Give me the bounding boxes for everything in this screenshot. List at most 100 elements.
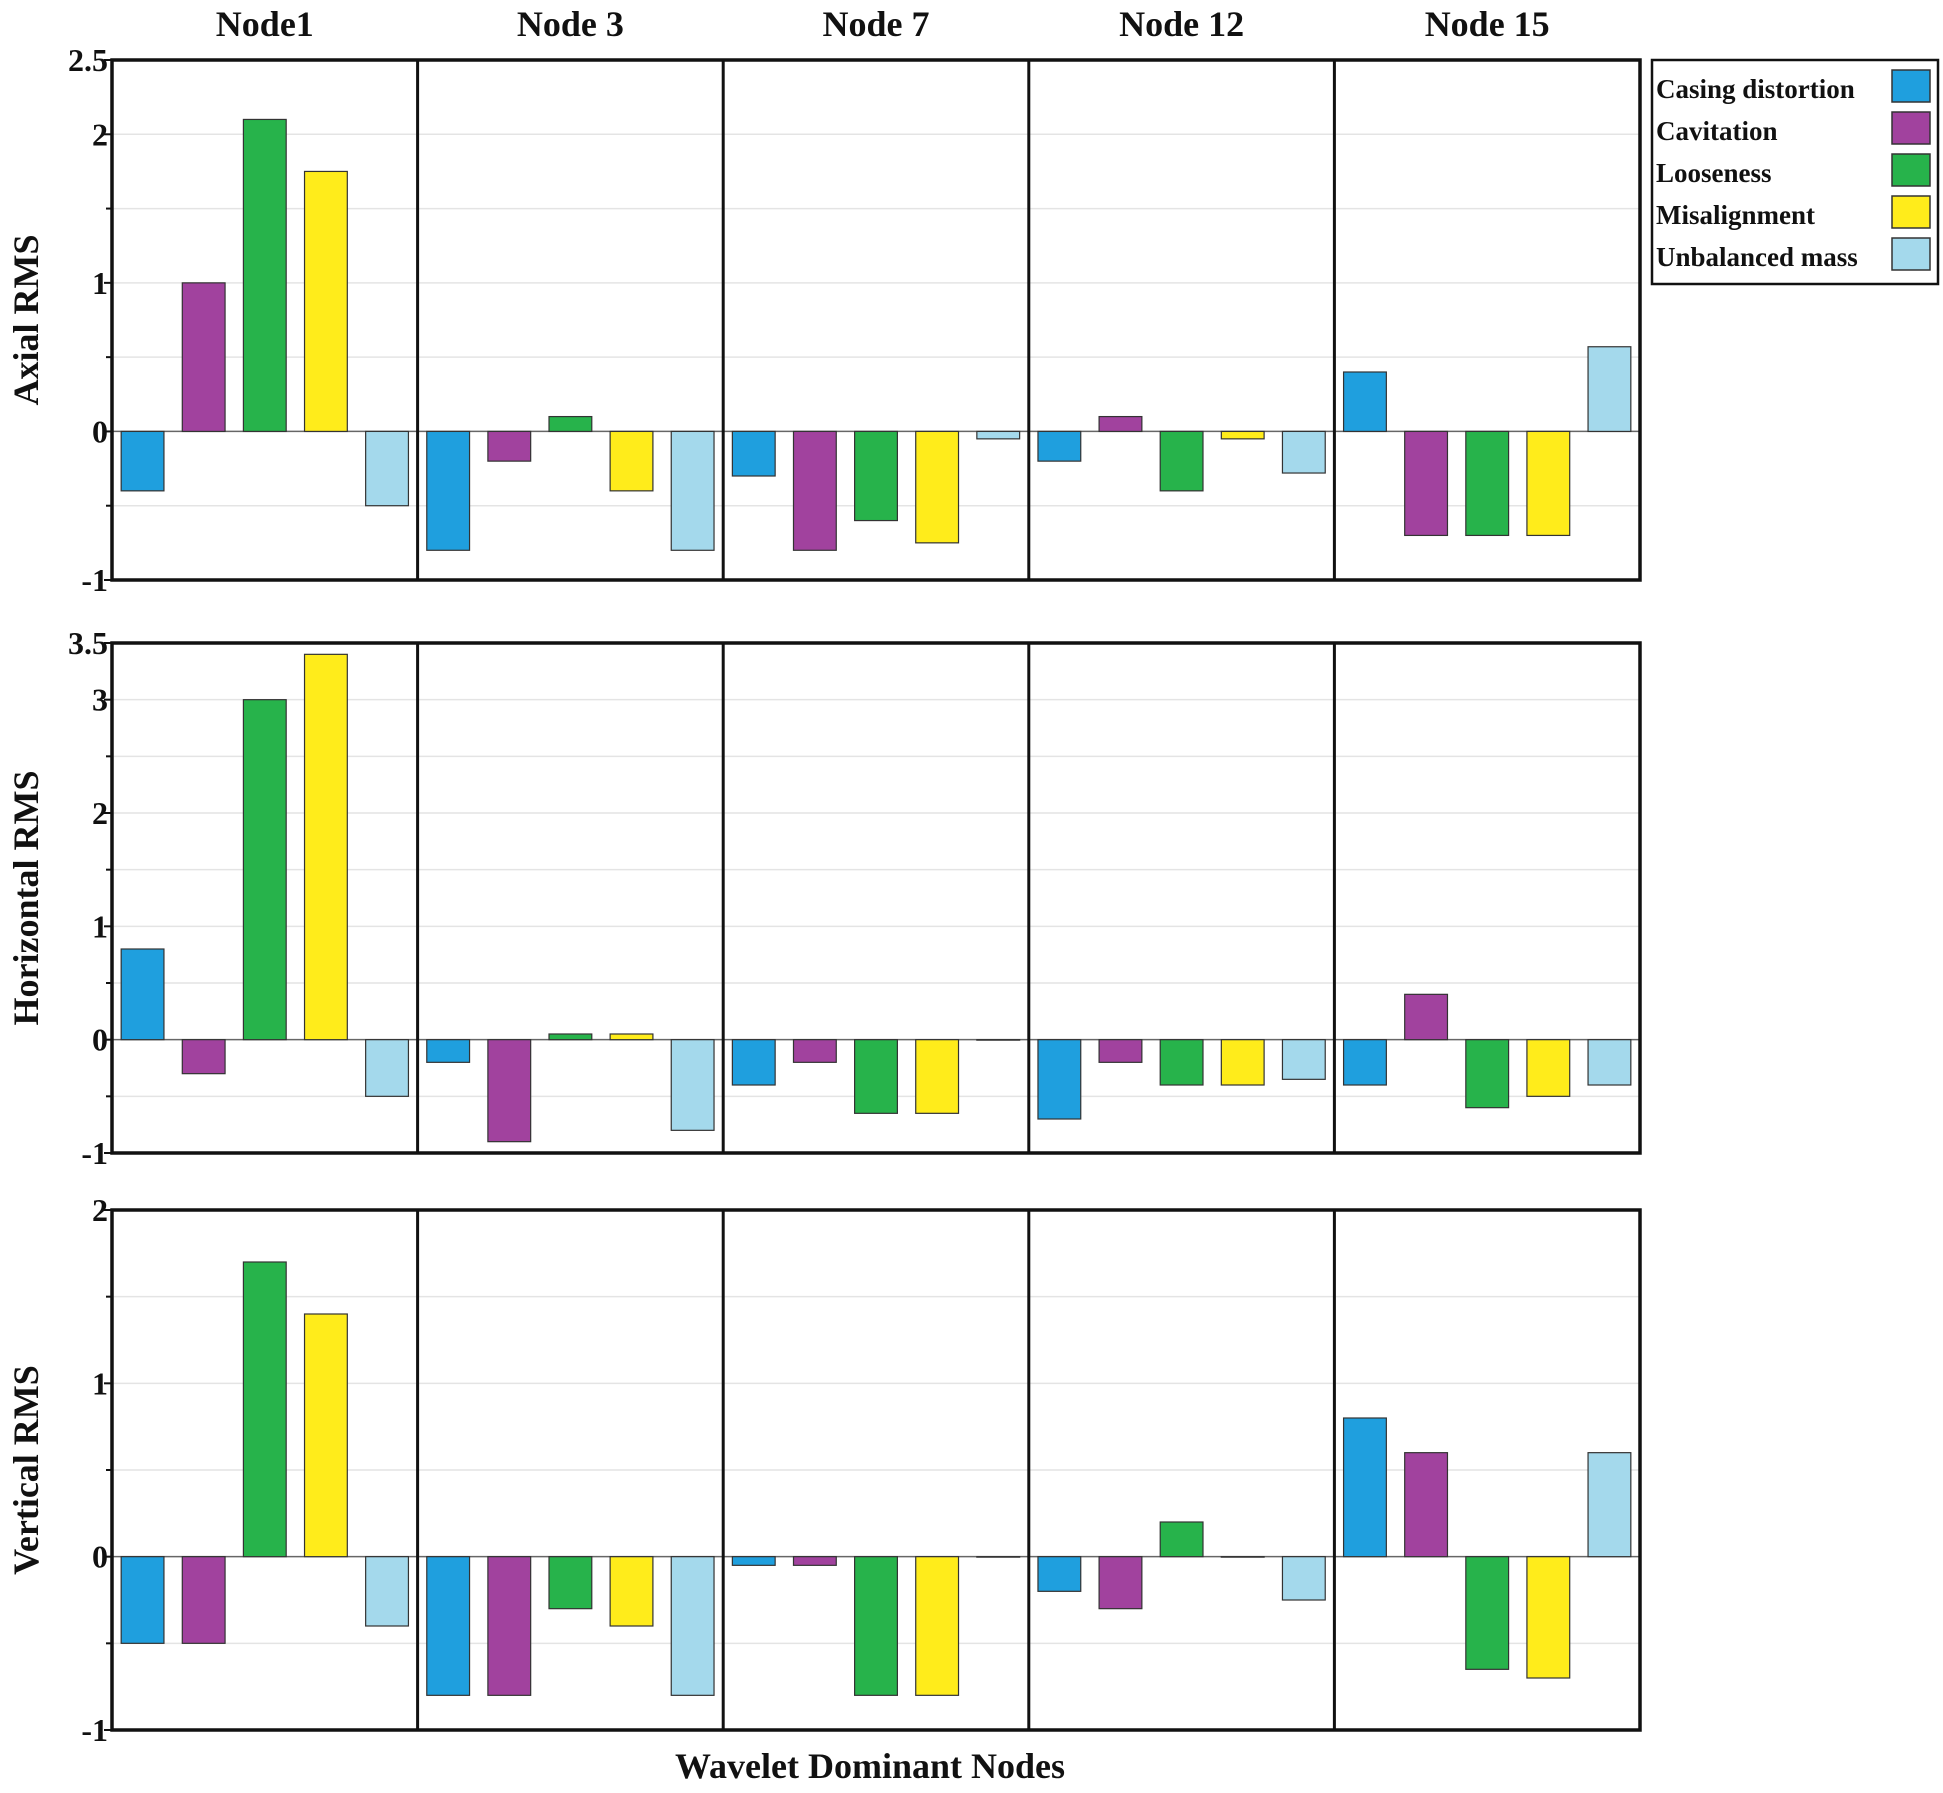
panel-horizontal-rms-tick-label: 3 [92,682,108,718]
panel-vertical-rms-bar-node-7-looseness [854,1556,898,1696]
panel-vertical-rms-bar-node-15-misalignment [1526,1556,1571,1679]
panel-axial-rms-tick-label: 2.5 [68,42,108,78]
panel-vertical-rms-bar-node-15-unbalanced-mass [1587,1452,1632,1558]
panel-vertical-rms-tick-label: 1 [92,1365,108,1401]
panel-horizontal-rms-tick-label: 0 [92,1022,108,1058]
panel-axial-rms-bar-node-7-casing-distortion [731,430,776,477]
panel-horizontal-rms-bar-node-3-looseness [548,1033,593,1041]
panel-vertical-rms-bar-node-15-looseness [1465,1556,1510,1670]
panel-horizontal-rms-bar-node-15-misalignment [1526,1039,1571,1097]
legend-swatch-misalignment [1891,195,1931,229]
panel-horizontal-rms-bar-node1-misalignment [303,653,348,1041]
panel-axial-rms-tick-label: 0 [92,413,108,449]
legend-swatch-unbalanced-mass [1891,237,1931,271]
panel-horizontal-rms-bar-node1-cavitation [181,1039,226,1075]
panel-axial-rms-bar-node-3-looseness [548,415,593,433]
panel-horizontal-rms-bar-node-12-misalignment [1220,1039,1265,1086]
panel-horizontal-rms-tick-label: 2 [92,795,108,831]
panel-horizontal-rms-bar-node-7-unbalanced-mass [976,1039,1021,1041]
panel-axial-rms-bar-node-12-cavitation [1098,415,1143,433]
legend-box [1650,58,1940,286]
legend-swatch-casing-distortion [1891,69,1931,103]
panel-vertical-rms-bar-node-7-casing-distortion [731,1556,776,1566]
panel-horizontal-rms-bar-node-7-looseness [854,1039,898,1114]
panel-axial-rms-bar-node-3-cavitation [487,430,532,462]
panel-vertical-rms-bar-node1-cavitation [181,1556,226,1644]
panel-axial-rms-tick-label: 2 [92,116,108,152]
panel-horizontal-rms-bar-node1-unbalanced-mass [365,1039,410,1097]
panel-axial-rms-tick-label: -1 [81,562,108,598]
panel-axial-rms-bar-node-15-looseness [1465,430,1510,537]
panel-horizontal-rms-tick-label: 3.5 [68,625,108,661]
panel-axial-rms-y-axis-title: Axial RMS [6,235,46,406]
panel-vertical-rms-tick-label: -1 [81,1712,108,1748]
panel-horizontal-rms-bar-node1-casing-distortion [120,948,165,1041]
panel-horizontal-rms-bar-node-15-cavitation [1404,993,1449,1041]
panel-axial-rms-bar-node-7-cavitation [792,430,837,551]
legend-label-looseness: Looseness [1656,158,1772,188]
panel-axial-rms-bar-node-3-casing-distortion [426,430,471,551]
panel-vertical-rms-bar-node-7-cavitation [792,1556,837,1566]
panel-axial-rms-bar-node1-unbalanced-mass [365,430,410,507]
panel-axial-rms-bar-node-15-cavitation [1404,430,1449,537]
panel-horizontal-rms-bar-node-12-looseness [1159,1039,1204,1086]
panel-axial-rms-bar-node-12-unbalanced-mass [1281,430,1326,474]
node-title-node-15: Node 15 [1425,4,1550,44]
panel-vertical-rms-bar-node1-casing-distortion [120,1556,165,1644]
panel-horizontal-rms-bar-node-7-cavitation [792,1039,837,1063]
legend-label-unbalanced-mass: Unbalanced mass [1656,242,1858,272]
panel-axial-rms-bar-node1-misalignment [303,170,348,433]
panel-vertical-rms-bar-node-7-misalignment [915,1556,960,1696]
panel-vertical-rms-bar-node1-unbalanced-mass [365,1556,410,1627]
legend-swatch-looseness [1891,153,1931,187]
panel-axial-rms-bar-node-3-misalignment [609,430,654,492]
panel-vertical-rms-bar-node-7-unbalanced-mass [976,1556,1021,1558]
panel-vertical-rms-tick-label: 2 [92,1192,108,1228]
panel-vertical-rms-bar-node-12-cavitation [1098,1556,1143,1610]
panel-horizontal-rms-bar-node-12-casing-distortion [1037,1039,1082,1120]
node-title-node-7: Node 7 [823,4,930,44]
panel-horizontal-rms-bar-node-7-casing-distortion [731,1039,776,1086]
panel-vertical-rms-frame [110,1208,1642,1732]
panel-horizontal-rms-bar-node-15-casing-distortion [1342,1039,1387,1086]
panel-vertical-rms-bar-node-12-misalignment [1220,1556,1265,1558]
panel-vertical-rms-bar-node-12-unbalanced-mass [1281,1556,1326,1601]
panel-vertical-rms-bar-node-3-looseness [548,1556,593,1610]
panel-axial-rms-bar-node-12-looseness [1159,430,1204,492]
panel-horizontal-rms-bar-node-3-casing-distortion [426,1039,471,1063]
panel-horizontal-rms-frame [110,641,1642,1155]
node-title-node-3: Node 3 [517,4,624,44]
panel-horizontal-rms-bar-node-15-looseness [1465,1039,1510,1109]
panel-axial-rms-bar-node-12-casing-distortion [1037,430,1082,462]
panel-vertical-rms-bar-node1-looseness [242,1261,287,1558]
x-axis-title: Wavelet Dominant Nodes [675,1746,1065,1786]
panel-vertical-rms-bar-node-3-unbalanced-mass [670,1556,715,1696]
panel-horizontal-rms-bar-node1-looseness [242,699,287,1041]
panel-axial-rms-bar-node-7-looseness [854,430,898,522]
panel-vertical-rms-bar-node1-misalignment [303,1313,348,1558]
panel-horizontal-rms-y-axis-title: Horizontal RMS [6,771,46,1026]
legend-swatch-cavitation [1891,111,1931,145]
panel-axial-rms-bar-node1-casing-distortion [120,430,165,492]
legend-label-casing-distortion: Casing distortion [1656,74,1855,104]
panel-vertical-rms-bar-node-12-casing-distortion [1037,1556,1082,1592]
panel-axial-rms-bar-node-12-misalignment [1220,430,1265,440]
panel-horizontal-rms-bar-node-12-unbalanced-mass [1281,1039,1326,1080]
panel-vertical-rms-bar-node-12-looseness [1159,1521,1204,1558]
panel-horizontal-rms-tick-label: -1 [81,1135,108,1171]
panel-vertical-rms-bar-node-3-cavitation [487,1556,532,1696]
legend-label-misalignment: Misalignment [1656,200,1815,230]
panel-vertical-rms-bar-node-3-casing-distortion [426,1556,471,1696]
panel-horizontal-rms-bar-node-3-misalignment [609,1033,654,1041]
panel-vertical-rms-y-axis-title: Vertical RMS [6,1365,46,1575]
panel-axial-rms-bar-node-3-unbalanced-mass [670,430,715,551]
panel-axial-rms-frame [110,58,1642,582]
node-title-node-12: Node 12 [1119,4,1244,44]
panel-vertical-rms-bar-node-15-casing-distortion [1342,1417,1387,1558]
panel-axial-rms-bar-node1-cavitation [181,282,226,433]
panel-horizontal-rms-bar-node-3-unbalanced-mass [670,1039,715,1131]
panel-axial-rms-bar-node-15-unbalanced-mass [1587,346,1632,433]
panel-axial-rms-bar-node-15-casing-distortion [1342,371,1387,433]
